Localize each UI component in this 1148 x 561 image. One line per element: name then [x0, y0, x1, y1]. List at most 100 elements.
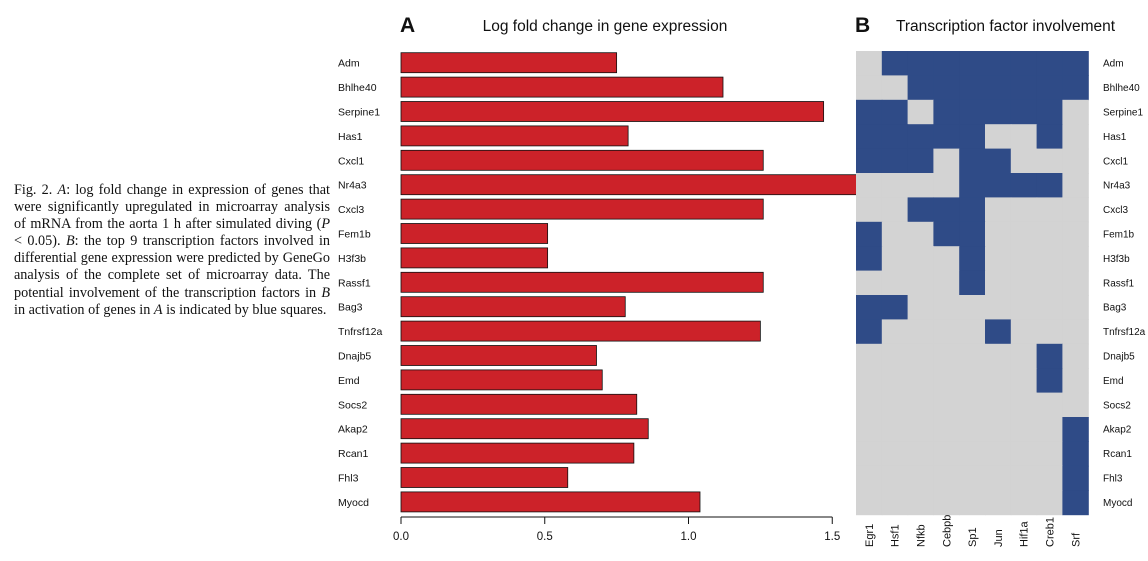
heatmap-cell	[1037, 149, 1063, 174]
bar-series	[401, 53, 887, 512]
heatmap-cell	[882, 295, 908, 320]
bar	[401, 272, 763, 292]
bar-category-label: Fem1b	[338, 229, 371, 241]
bar-category-label: Nr4a3	[338, 180, 367, 192]
heatmap-cell	[1037, 295, 1063, 320]
heatmap-cell	[1011, 173, 1037, 198]
panel-a-bar-chart: A Log fold change in gene expression Adm…	[338, 14, 887, 543]
bar	[401, 370, 602, 390]
heatmap-cell	[856, 344, 882, 369]
heatmap-cell	[856, 368, 882, 393]
heatmap-cell	[856, 271, 882, 296]
heatmap-cell	[1011, 417, 1037, 442]
heatmap-cell	[1037, 197, 1063, 222]
heatmap-cell	[856, 441, 882, 466]
heatmap-cell	[933, 271, 959, 296]
heatmap-cell	[1062, 246, 1088, 271]
bar-category-label: Myocd	[338, 497, 369, 509]
bar-category-label: Bag3	[338, 302, 363, 314]
heatmap-cell	[1062, 490, 1088, 515]
heatmap-cell	[1011, 222, 1037, 247]
heatmap-cell	[1037, 222, 1063, 247]
heatmap-cell	[959, 393, 985, 418]
bar	[401, 468, 568, 488]
heatmap-cell	[882, 417, 908, 442]
heatmap-cell	[985, 51, 1011, 76]
heatmap-cell	[1062, 197, 1088, 222]
heatmap-cell	[959, 124, 985, 149]
heatmap-cell	[1037, 124, 1063, 149]
heatmap-cell	[933, 100, 959, 125]
heatmap-cell	[908, 75, 934, 100]
heatmap-cell	[882, 368, 908, 393]
heatmap-column-label: Sp1	[967, 527, 979, 547]
x-axis: 0.0 0.5 1.0 1.5	[393, 517, 840, 543]
heatmap-cell	[1037, 75, 1063, 100]
bar	[401, 321, 760, 341]
heatmap-cell	[1011, 246, 1037, 271]
heatmap-cell	[1037, 466, 1063, 491]
heatmap-cell	[882, 490, 908, 515]
bar-category-label: Dnajb5	[338, 351, 371, 363]
bar	[401, 419, 648, 439]
heatmap-column-label: Srf	[1070, 532, 1082, 547]
heatmap-cell	[856, 197, 882, 222]
heatmap-cell	[908, 246, 934, 271]
heatmap-cell	[908, 441, 934, 466]
heatmap-cell	[933, 149, 959, 174]
heatmap-cell	[959, 149, 985, 174]
bar	[401, 77, 723, 97]
heatmap-cell	[1037, 490, 1063, 515]
heatmap-cell	[933, 197, 959, 222]
heatmap-cell	[959, 466, 985, 491]
heatmap-cell	[882, 124, 908, 149]
heatmap-cell	[985, 319, 1011, 344]
bar	[401, 199, 763, 219]
heatmap-cell	[908, 319, 934, 344]
heatmap-row-label: Nr4a3	[1103, 181, 1131, 192]
bar-category-label: Tnfrsf12a	[338, 326, 383, 338]
heatmap-cell	[959, 197, 985, 222]
heatmap-cell	[908, 271, 934, 296]
heatmap-cell	[1062, 149, 1088, 174]
heatmap-column-label: Hif1a	[1019, 520, 1031, 547]
heatmap-cell	[933, 466, 959, 491]
heatmap-cell	[985, 417, 1011, 442]
heatmap-cell	[985, 344, 1011, 369]
heatmap-column-labels: Egr1 Hsf1 Nfkb Cebpb Sp1 Jun Hif1a Creb1 Srf	[864, 515, 1082, 547]
x-tick-label: 1.0	[681, 531, 697, 543]
heatmap-cell	[933, 441, 959, 466]
heatmap-cell	[908, 124, 934, 149]
heatmap-cell	[1011, 75, 1037, 100]
heatmap-cell	[959, 271, 985, 296]
heatmap-cell	[1011, 271, 1037, 296]
heatmap-cell	[882, 222, 908, 247]
heatmap-cell	[856, 222, 882, 247]
heatmap-row-label: H3f3b	[1103, 254, 1130, 265]
heatmap-cell	[1062, 75, 1088, 100]
heatmap-row-label: Rcan1	[1103, 449, 1132, 460]
heatmap-cell	[908, 197, 934, 222]
heatmap-cell	[1062, 417, 1088, 442]
heatmap-cell	[1011, 124, 1037, 149]
heatmap-column-label: Creb1	[1045, 517, 1057, 547]
bar	[401, 297, 625, 317]
bar	[401, 224, 548, 244]
heatmap-cell	[856, 246, 882, 271]
heatmap-cell	[882, 393, 908, 418]
heatmap-cell	[985, 124, 1011, 149]
heatmap-cell	[933, 124, 959, 149]
heatmap-row-label: Fhl3	[1103, 474, 1123, 485]
heatmap-cells	[856, 51, 1089, 515]
bar-category-label: H3f3b	[338, 253, 366, 265]
heatmap-cell	[933, 75, 959, 100]
heatmap-row-label: Bag3	[1103, 303, 1127, 314]
heatmap-cell	[1062, 295, 1088, 320]
heatmap-cell	[1011, 490, 1037, 515]
heatmap-cell	[1062, 441, 1088, 466]
heatmap-cell	[933, 222, 959, 247]
heatmap-cell	[959, 173, 985, 198]
heatmap-cell	[1011, 319, 1037, 344]
heatmap-cell	[882, 441, 908, 466]
heatmap-cell	[908, 393, 934, 418]
